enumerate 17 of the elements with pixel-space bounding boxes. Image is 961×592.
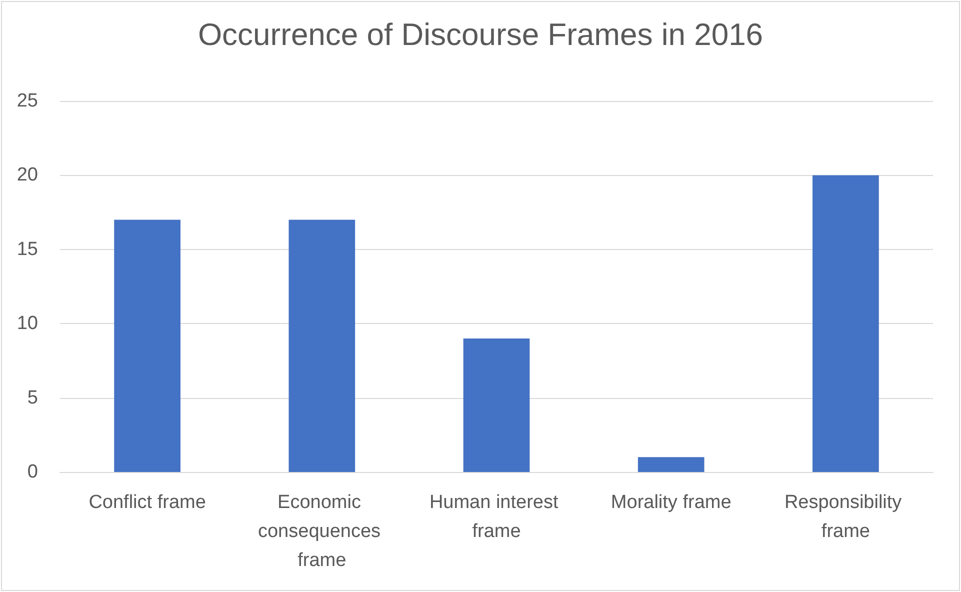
y-tick-label: 5 bbox=[27, 387, 38, 408]
y-tick-label: 25 bbox=[16, 90, 38, 112]
bar bbox=[288, 220, 356, 472]
bar bbox=[114, 220, 180, 472]
y-tick-label: 0 bbox=[27, 462, 38, 482]
x-tick-label: Responsibility frame bbox=[784, 492, 907, 542]
chart-title: Occurrence of Discourse Frames in 2016 bbox=[198, 17, 764, 52]
bar bbox=[812, 175, 879, 472]
bar bbox=[638, 457, 704, 472]
x-tick-label: Morality frame bbox=[610, 492, 732, 513]
x-tick-label: Human interest frame bbox=[429, 492, 564, 542]
y-tick-label: 10 bbox=[16, 313, 38, 334]
x-tick-label: Economic consequences frame bbox=[258, 492, 386, 571]
bar bbox=[463, 338, 530, 472]
y-tick-label: 20 bbox=[16, 164, 38, 186]
y-tick-label: 15 bbox=[16, 238, 38, 260]
x-tick-label: Conflict frame bbox=[88, 492, 206, 513]
